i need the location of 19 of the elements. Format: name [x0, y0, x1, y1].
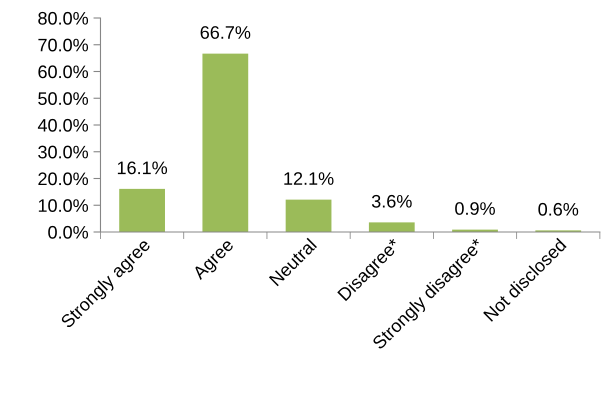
data-label: 66.7% [200, 26, 250, 39]
y-tick-label: 30.0% [38, 146, 88, 158]
y-tick-label: 60.0% [38, 65, 88, 78]
y-tick-label: 50.0% [38, 92, 88, 105]
data-label: 0.9% [455, 202, 495, 215]
data-label: 12.1% [284, 172, 334, 185]
y-tick-label: 10.0% [38, 199, 88, 212]
y-tick-label: 0.0% [48, 226, 88, 239]
bar [202, 54, 248, 232]
data-label: 0.6% [538, 202, 578, 216]
y-tick-label: 70.0% [38, 38, 88, 52]
y-tick-label: 40.0% [38, 118, 88, 132]
bar [368, 222, 415, 232]
bar [119, 188, 165, 232]
y-tick-label: 80.0% [38, 12, 88, 25]
data-label: 16.1% [118, 161, 168, 174]
data-label: 3.6% [372, 194, 412, 208]
y-tick-label: 20.0% [38, 172, 88, 186]
bar [286, 200, 332, 232]
